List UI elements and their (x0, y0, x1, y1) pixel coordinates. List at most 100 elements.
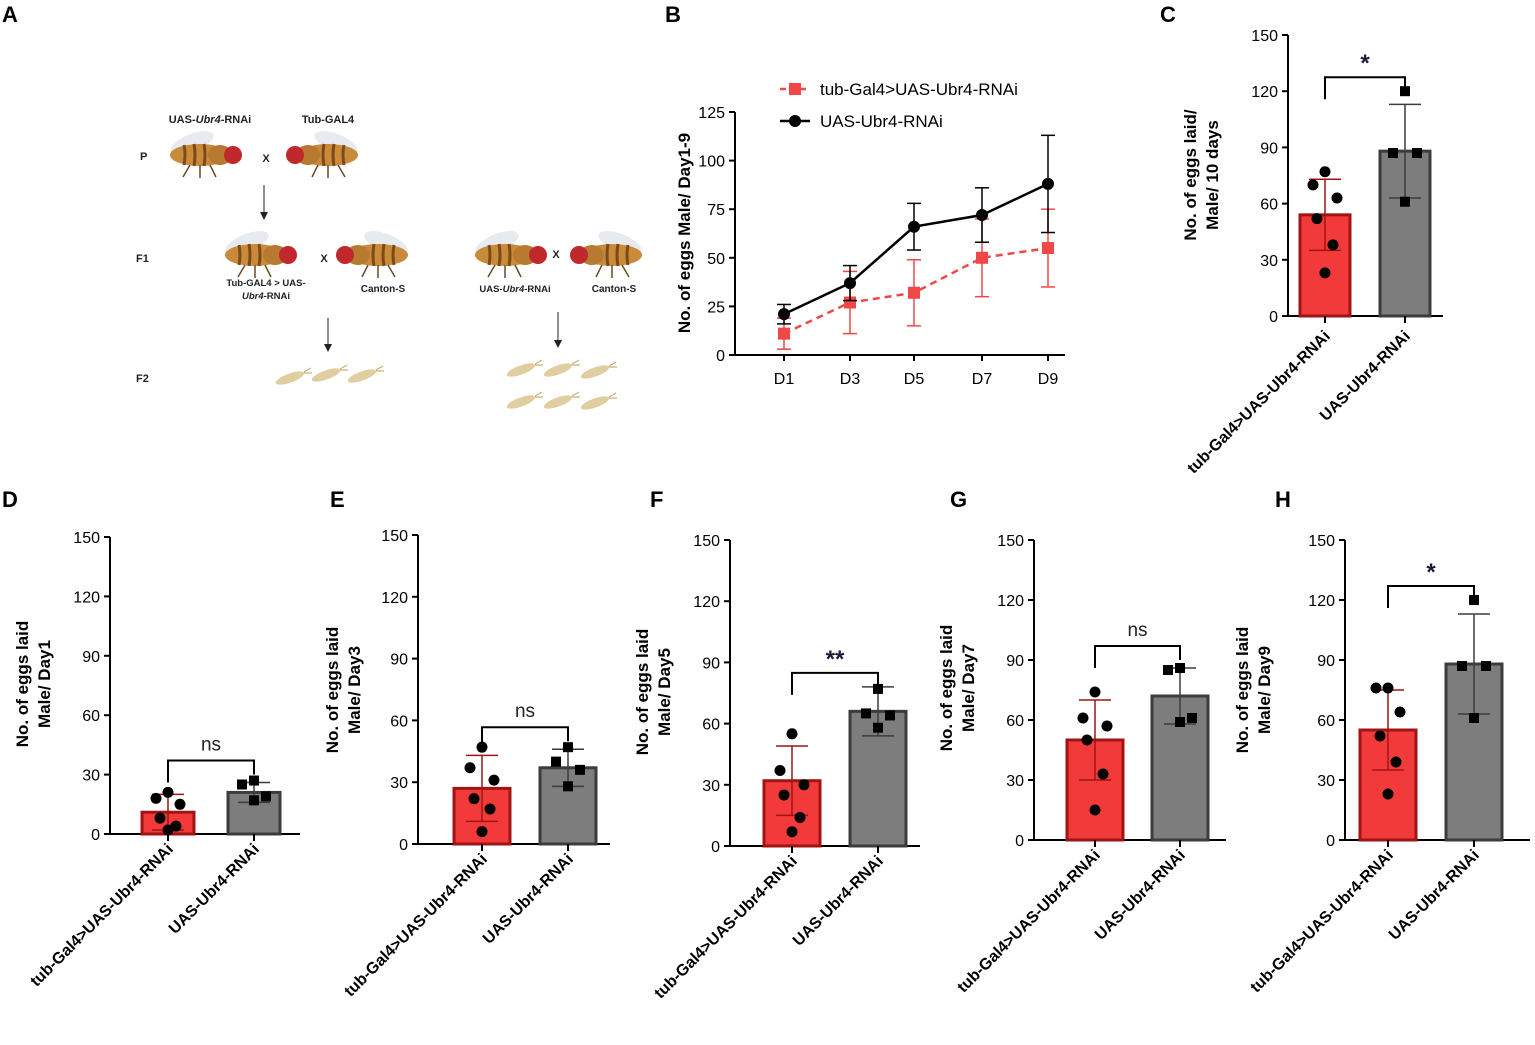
data-point (798, 779, 810, 791)
y-tick-label: 90 (390, 652, 408, 669)
arrow-f1-f2-right-head (554, 340, 562, 348)
f1-left-partner-label: Canton-S (361, 284, 406, 295)
fly-parent-tub (284, 124, 363, 180)
chart-panel-c: 0 30 60 90 120 150 No. of eggs laid/Male/ 10 d… (1181, 28, 1443, 477)
data-point (1481, 661, 1491, 671)
y-axis-label-line: Male/ Day5 (655, 648, 674, 736)
y-tick-label: 30 (82, 768, 100, 785)
data-point (249, 775, 259, 786)
data-point (1101, 720, 1113, 732)
chart-panel-e: 0 30 60 90 120 150 No. of eggs laid Male/ Day3 t… (323, 528, 610, 1000)
egg (504, 359, 544, 380)
data-point (1175, 663, 1185, 673)
y-tick-label: 60 (1006, 713, 1024, 730)
data-point (1081, 734, 1093, 746)
row-label-p: P (140, 151, 147, 163)
y-axis-label: No. of eggs laid Male/ Day5 (633, 629, 674, 756)
significance-bracket (1094, 645, 1181, 668)
y-axis-label: No. of eggs laid Male/ Day3 (323, 627, 364, 754)
fly-f1-canton-right (568, 224, 647, 280)
chart-panel-h: 0 30 60 90 120 150 No. of eggs laid Male/ Day9 t… (1233, 533, 1530, 996)
y-axis-label-line: No. of eggs laid (1233, 627, 1252, 754)
data-point (1388, 148, 1398, 159)
data-point (1327, 239, 1339, 251)
significance-label: ns (515, 701, 535, 722)
y-tick-label: 60 (1260, 197, 1278, 214)
significance-bracket (481, 726, 569, 750)
f1-right-label: UAS-Ubr4-RNAi (479, 284, 550, 295)
y-tick-label: 125 (698, 105, 725, 122)
y-tick-label: 120 (381, 590, 408, 607)
y-axis-label: No. of eggs laid Male/ Day1 (13, 621, 54, 748)
data-point (1042, 242, 1054, 255)
y-tick-label: 150 (381, 528, 408, 545)
data-point (885, 710, 895, 721)
data-point (1311, 213, 1323, 225)
egg (309, 364, 349, 385)
data-point (563, 742, 573, 753)
egg (345, 365, 385, 386)
data-point (150, 792, 162, 804)
data-point (778, 789, 790, 801)
data-point (468, 793, 480, 805)
y-tick-label: 90 (82, 649, 100, 666)
y-tick-label: 60 (390, 713, 408, 730)
data-point (908, 286, 920, 299)
data-point (1187, 713, 1197, 723)
cross-symbol: X (262, 153, 270, 165)
legend-marker (789, 115, 801, 127)
data-point (1319, 267, 1331, 279)
x-category-label: UAS-Ubr4-RNAi (1317, 328, 1414, 425)
data-point (1400, 196, 1410, 207)
y-tick-label: 60 (1317, 713, 1335, 730)
data-point (844, 277, 856, 290)
legend-marker (789, 83, 801, 95)
data-point (1394, 706, 1406, 718)
data-point (1175, 717, 1185, 727)
fly-f1-canton-left (334, 224, 413, 280)
data-point (488, 774, 500, 786)
y-axis-label-line: No. of eggs laid/ (1181, 109, 1200, 241)
data-point (778, 308, 790, 321)
y-tick-label: 30 (1317, 773, 1335, 790)
data-point (1089, 686, 1101, 698)
data-point (1382, 788, 1394, 800)
fly-parent-uas (165, 124, 244, 180)
significance-label: * (1426, 559, 1436, 586)
row-label-f1: F1 (136, 253, 149, 265)
egg (273, 367, 313, 388)
data-point (873, 722, 883, 733)
y-axis-label: No. of eggs laid Male/ Day9 (1233, 627, 1274, 754)
arrow-p-f1-head (260, 212, 268, 220)
data-point (1097, 768, 1109, 780)
data-point (873, 683, 883, 694)
data-point (976, 209, 988, 222)
x-tick-label: D1 (774, 371, 795, 388)
arrow-f1-f2-left-head (324, 344, 332, 352)
charts-layer: 0 25 50 75 100 125 D1 D3 D5 D7 D9 No. of eggs Male/… (13, 28, 1530, 1002)
x-category-label: UAS-Ubr4-RNAi (1092, 847, 1189, 944)
data-point (154, 812, 166, 824)
x-category-label: UAS-Ubr4-RNAi (166, 841, 263, 938)
x-tick-label: D5 (904, 371, 925, 388)
y-axis-label-line: Male/ Day7 (959, 644, 978, 732)
significance-label: ** (826, 646, 845, 673)
significance-bracket (1387, 585, 1475, 608)
data-point (1163, 665, 1173, 675)
y-tick-label: 150 (997, 533, 1024, 550)
y-axis-label-line: Male/ 10 days (1203, 120, 1222, 230)
data-point (976, 251, 988, 264)
data-point (1457, 661, 1467, 671)
x-category-label: tub-Gal4>UAS-Ubr4-RNAi (27, 841, 176, 990)
y-tick-label: 50 (707, 251, 725, 268)
y-tick-label: 30 (1006, 773, 1024, 790)
data-point (1089, 804, 1101, 816)
data-point (786, 826, 798, 838)
y-axis-label-line: Male/ Day3 (345, 646, 364, 734)
x-category-label: UAS-Ubr4-RNAi (1386, 847, 1483, 944)
data-point (1042, 177, 1054, 190)
y-tick-label: 0 (1015, 833, 1024, 850)
y-tick-label: 60 (702, 717, 720, 734)
y-tick-label: 0 (711, 839, 720, 856)
data-point (778, 327, 790, 340)
